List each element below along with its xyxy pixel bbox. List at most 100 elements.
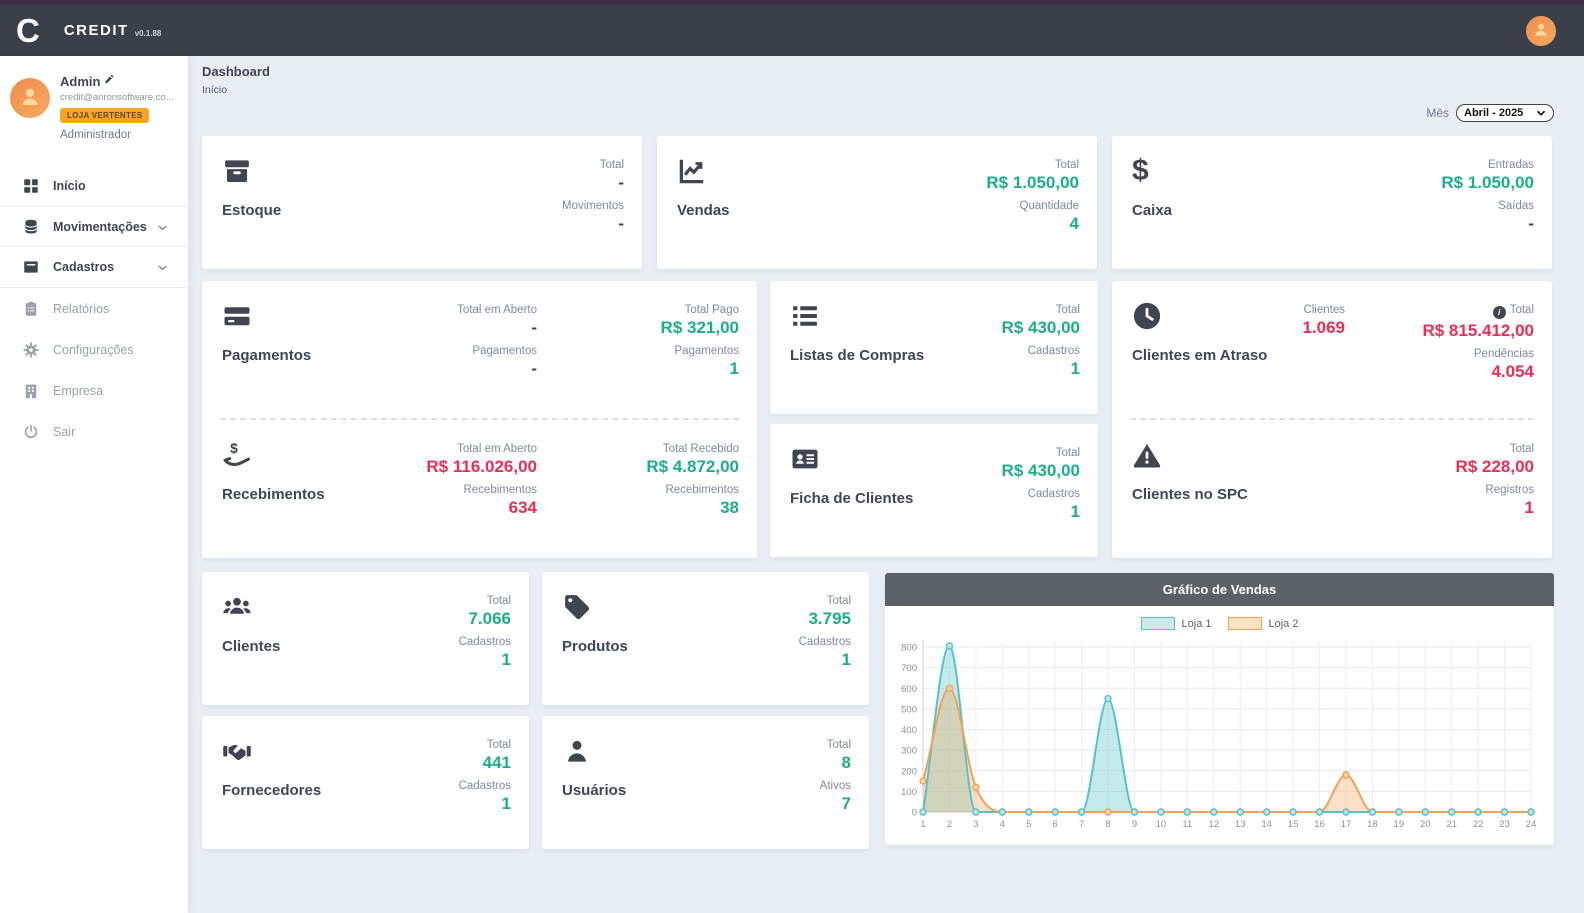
sidebar-item-movimentacoes[interactable]: Movimentações bbox=[0, 206, 188, 247]
sidebar-item-empresa[interactable]: Empresa bbox=[0, 370, 188, 411]
user-email: credit@anronsoftware.co... bbox=[60, 92, 174, 103]
page-title: Dashboard bbox=[202, 64, 270, 79]
svg-text:800: 800 bbox=[901, 643, 917, 654]
svg-text:5: 5 bbox=[1026, 819, 1031, 830]
card-title: Caixa bbox=[1132, 202, 1173, 219]
stat-value: 634 bbox=[508, 498, 537, 518]
user-avatar-button[interactable] bbox=[1526, 16, 1556, 46]
stat-value: - bbox=[531, 359, 537, 379]
dollar-icon: $ bbox=[1132, 154, 1149, 187]
month-filter: Mês Abril - 2025 bbox=[1426, 104, 1554, 122]
stat-label: Cadastros bbox=[798, 636, 851, 649]
stat-label: Total bbox=[486, 739, 511, 751]
stat-value: R$ 815.412,00 bbox=[1422, 320, 1534, 340]
legend-swatch bbox=[1140, 617, 1175, 630]
stat-value: - bbox=[1528, 214, 1534, 234]
user-name: Admin bbox=[60, 74, 101, 89]
stat-label: Cadastros bbox=[1027, 488, 1080, 501]
stat-label: Total bbox=[1509, 443, 1534, 455]
gear-icon bbox=[22, 341, 40, 359]
svg-text:24: 24 bbox=[1526, 819, 1537, 830]
stat-label: Registros bbox=[1485, 484, 1534, 497]
app-logo: C bbox=[16, 12, 40, 49]
sidebar-item-cadastros[interactable]: Cadastros bbox=[0, 247, 188, 288]
stat-value: R$ 4.872,00 bbox=[646, 457, 739, 476]
section-pagamentos: Pagamentos Total em Aberto - Pagamentos … bbox=[202, 281, 757, 418]
stat-label: Total bbox=[486, 595, 511, 607]
sidebar: Admin credit@anronsoftware.co... LOJA VE… bbox=[0, 56, 188, 913]
card-ficha-de-clientes: Ficha de Clientes Total R$ 430,00 Cadast… bbox=[770, 424, 1098, 557]
stat-label: Saídas bbox=[1498, 200, 1534, 213]
stat-value: 1.069 bbox=[1302, 318, 1345, 337]
svg-text:14: 14 bbox=[1261, 819, 1272, 830]
stat-value: - bbox=[618, 173, 624, 192]
stat-label: Quantidade bbox=[1019, 200, 1079, 213]
card-title: Usuários bbox=[562, 782, 627, 799]
card-title: Estoque bbox=[222, 202, 282, 219]
stat-label: Total bbox=[1054, 159, 1079, 171]
card-title: Pagamentos bbox=[222, 347, 312, 364]
handshake-icon bbox=[222, 736, 252, 766]
divider bbox=[220, 418, 739, 420]
sidebar-item-label: Relatórios bbox=[53, 301, 110, 316]
stat-label: Recebimentos bbox=[463, 484, 537, 497]
card-vendas: Vendas Total R$ 1.050,00 Quantidade 4 bbox=[657, 136, 1097, 269]
browser-strip bbox=[0, 0, 1584, 5]
app-version: v0.1.88 bbox=[134, 29, 162, 38]
stat-value: - bbox=[531, 318, 537, 337]
clock-icon bbox=[1132, 301, 1162, 331]
card-estoque: Estoque Total - Movimentos - bbox=[202, 136, 642, 269]
svg-text:19: 19 bbox=[1394, 819, 1405, 830]
card-grafico-de-vendas: Gráfico de Vendas Loja 1 Loja 2 0 100 200 3… bbox=[885, 573, 1554, 845]
stat-value: 3.795 bbox=[808, 609, 851, 628]
app-header: C CREDIT v0.1.88 bbox=[0, 5, 1584, 56]
month-select-value: Abril - 2025 bbox=[1464, 107, 1524, 119]
card-pagamentos-recebimentos: Pagamentos Total em Aberto - Pagamentos … bbox=[202, 281, 757, 558]
stat-value: 1 bbox=[1070, 359, 1080, 379]
stat-value: 1 bbox=[501, 650, 511, 670]
credit-card-icon bbox=[222, 301, 252, 331]
card-title: Clientes em Atraso bbox=[1132, 347, 1268, 364]
stat-label: Cadastros bbox=[458, 636, 511, 649]
edit-pencil-icon[interactable] bbox=[104, 74, 115, 89]
stat-value: 1 bbox=[1070, 502, 1080, 522]
stat-label: Total bbox=[1509, 304, 1534, 316]
sidebar-item-relatorios[interactable]: Relatórios bbox=[0, 288, 188, 329]
stat-value: R$ 321,00 bbox=[660, 318, 739, 337]
month-select[interactable]: Abril - 2025 bbox=[1456, 104, 1554, 122]
month-label: Mês bbox=[1426, 106, 1449, 120]
stat-value: R$ 430,00 bbox=[1001, 461, 1080, 480]
svg-text:1: 1 bbox=[920, 819, 925, 830]
dashboard-icon bbox=[22, 177, 40, 195]
sidebar-item-inicio[interactable]: Início bbox=[0, 165, 188, 206]
profile-block: Admin credit@anronsoftware.co... LOJA VE… bbox=[0, 56, 188, 151]
legend-item-loja2[interactable]: Loja 2 bbox=[1227, 617, 1298, 630]
sidebar-item-sair[interactable]: Sair bbox=[0, 411, 188, 452]
stat-label: Total Pago bbox=[684, 304, 739, 316]
info-icon[interactable]: i bbox=[1492, 305, 1506, 319]
clipboard-icon bbox=[22, 300, 40, 318]
stat-value: R$ 1.050,00 bbox=[986, 173, 1079, 192]
sidebar-item-configuracoes[interactable]: Configurações bbox=[0, 329, 188, 370]
sidebar-item-label: Sair bbox=[53, 424, 76, 439]
stat-value: R$ 228,00 bbox=[1455, 457, 1534, 476]
stat-label: Pendências bbox=[1473, 347, 1534, 360]
stat-label: Total bbox=[826, 739, 851, 751]
box-icon bbox=[22, 258, 40, 276]
chevron-down-icon bbox=[155, 260, 170, 278]
building-icon bbox=[22, 382, 40, 400]
legend-swatch bbox=[1227, 617, 1262, 630]
svg-text:17: 17 bbox=[1341, 819, 1352, 830]
legend-item-loja1[interactable]: Loja 1 bbox=[1140, 617, 1212, 630]
svg-text:200: 200 bbox=[901, 766, 917, 777]
card-atraso-spc: Clientes em Atraso Clientes 1.069 i Total… bbox=[1112, 281, 1552, 558]
stat-value: R$ 116.026,00 bbox=[426, 457, 537, 476]
section-clientes-em-atraso: Clientes em Atraso Clientes 1.069 i Total… bbox=[1112, 281, 1552, 418]
svg-text:700: 700 bbox=[901, 663, 917, 674]
svg-text:6: 6 bbox=[1053, 819, 1058, 830]
card-title: Vendas bbox=[677, 202, 730, 219]
stat-value: 8 bbox=[841, 753, 851, 772]
stat-value: R$ 430,00 bbox=[1001, 318, 1080, 337]
stat-value: 38 bbox=[720, 498, 739, 518]
